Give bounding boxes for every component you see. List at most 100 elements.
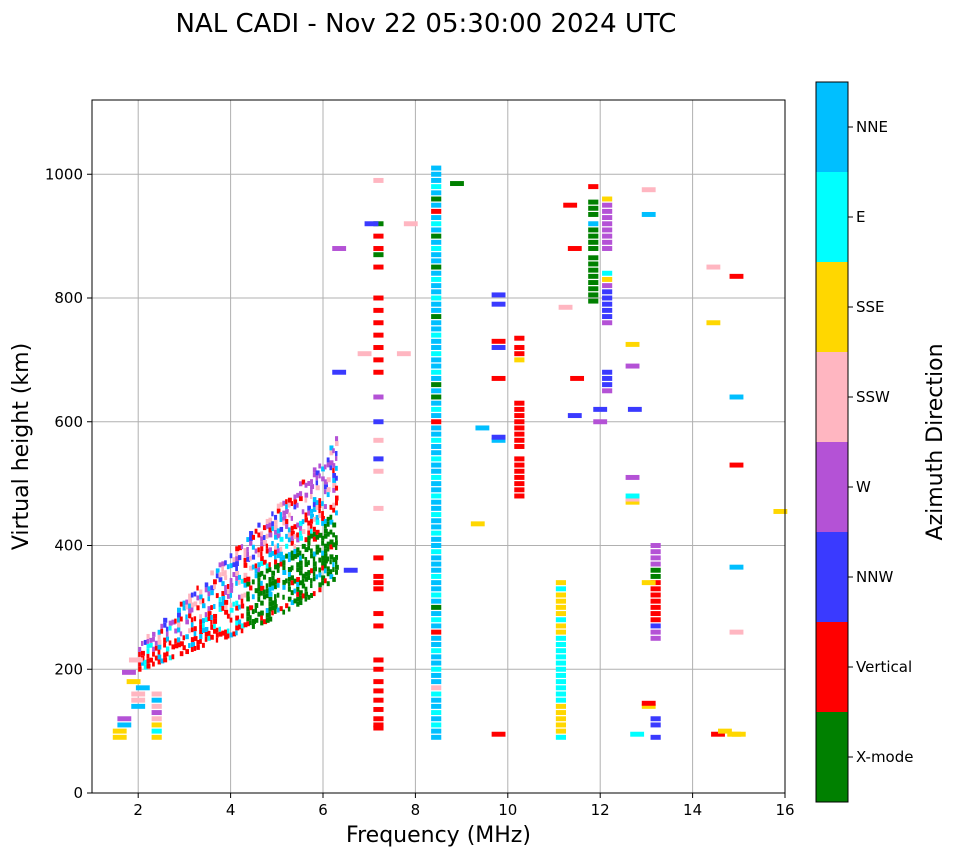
colorbar-tick-label: W [856, 478, 871, 496]
trace-cell [335, 535, 338, 541]
echo-mark [131, 697, 146, 703]
trace-cell [279, 526, 284, 532]
trace-cell [152, 661, 155, 667]
trace-cell [335, 475, 338, 481]
trace-cell [260, 551, 263, 557]
trace-cell [276, 582, 280, 588]
trace-cell [274, 564, 278, 570]
trace-cell [285, 578, 288, 584]
trace-cell [298, 560, 303, 566]
trace-cell [329, 514, 333, 520]
echo-mark [151, 697, 162, 703]
trace-cell [251, 544, 255, 550]
echo-mark [431, 611, 442, 617]
trace-cell [268, 517, 273, 523]
trace-cell [143, 639, 147, 645]
trace-cell [213, 618, 218, 624]
trace-cell [213, 604, 216, 610]
echo-mark [729, 462, 744, 468]
trace-cell [188, 613, 192, 619]
trace-cell [296, 532, 299, 538]
trace-cell [335, 559, 338, 565]
trace-cell [315, 574, 319, 580]
trace-cell [315, 514, 320, 520]
trace-cell [268, 581, 273, 587]
echo-mark [431, 258, 442, 264]
trace-cell [290, 540, 294, 546]
trace-cell [315, 485, 320, 491]
trace-cell [312, 551, 317, 557]
trace-cell [249, 605, 254, 611]
trace-cell [193, 626, 197, 632]
trace-cell [274, 519, 278, 525]
echo-mark [431, 295, 442, 301]
trace-cell [335, 569, 338, 575]
trace-cell [168, 620, 173, 626]
trace-cell [226, 633, 230, 639]
echo-mark [431, 276, 442, 282]
trace-cell [323, 553, 328, 559]
trace-cell [268, 567, 272, 573]
trace-cell [157, 629, 161, 635]
trace-cell [243, 592, 247, 598]
trace-cell [290, 525, 294, 531]
echo-mark [431, 660, 442, 666]
echo-mark [373, 456, 384, 462]
trace-cell [207, 586, 211, 592]
echo-mark [602, 307, 613, 313]
trace-cell [224, 590, 228, 595]
trace-cell [221, 581, 225, 587]
trace-cell [318, 532, 323, 538]
echo-mark [431, 190, 442, 196]
trace-cell [315, 529, 320, 535]
trace-cell [321, 466, 325, 472]
echo-mark [650, 555, 661, 561]
colorbar-swatch-nne [816, 82, 848, 172]
trace-cell [260, 561, 264, 566]
trace-cell [268, 591, 273, 597]
colorbar-swatch-w [816, 442, 848, 532]
echo-mark [491, 345, 506, 350]
trace-cell [335, 451, 338, 456]
trace-cell [204, 582, 209, 588]
trace-cell [240, 598, 244, 604]
trace-cell [177, 627, 181, 633]
trace-cell [304, 497, 308, 503]
trace-cell [157, 649, 161, 655]
trace-cell [207, 591, 211, 597]
trace-cell [290, 555, 295, 561]
trace-cell [174, 618, 177, 624]
trace-cell [146, 633, 150, 639]
trace-cell [268, 532, 273, 538]
echo-mark [373, 505, 384, 511]
echo-mark [117, 716, 132, 722]
trace-cell [312, 561, 317, 567]
echo-mark [332, 369, 347, 375]
trace-cell [304, 492, 309, 498]
echo-mark [431, 518, 442, 524]
trace-cell [251, 564, 255, 570]
trace-cell [138, 646, 142, 652]
trace-cell [138, 651, 141, 657]
echo-mark [602, 233, 613, 239]
echo-mark [431, 697, 442, 703]
echo-mark [491, 338, 506, 344]
trace-cell [318, 572, 322, 578]
trace-cell [335, 465, 338, 471]
trace-cell [193, 645, 197, 651]
trace-cell [237, 619, 242, 625]
trace-cell [229, 617, 233, 623]
trace-cell [149, 657, 154, 663]
trace-cell [321, 555, 325, 561]
echo-mark [514, 456, 525, 462]
trace-cell [310, 592, 314, 598]
echo-mark [431, 604, 442, 610]
trace-cell [152, 646, 156, 652]
trace-cell [307, 575, 311, 580]
trace-cell [315, 500, 320, 506]
echo-mark [588, 199, 599, 205]
trace-cell [190, 627, 194, 633]
trace-cell [163, 652, 167, 658]
trace-cell [215, 568, 220, 574]
trace-cell [307, 520, 311, 526]
